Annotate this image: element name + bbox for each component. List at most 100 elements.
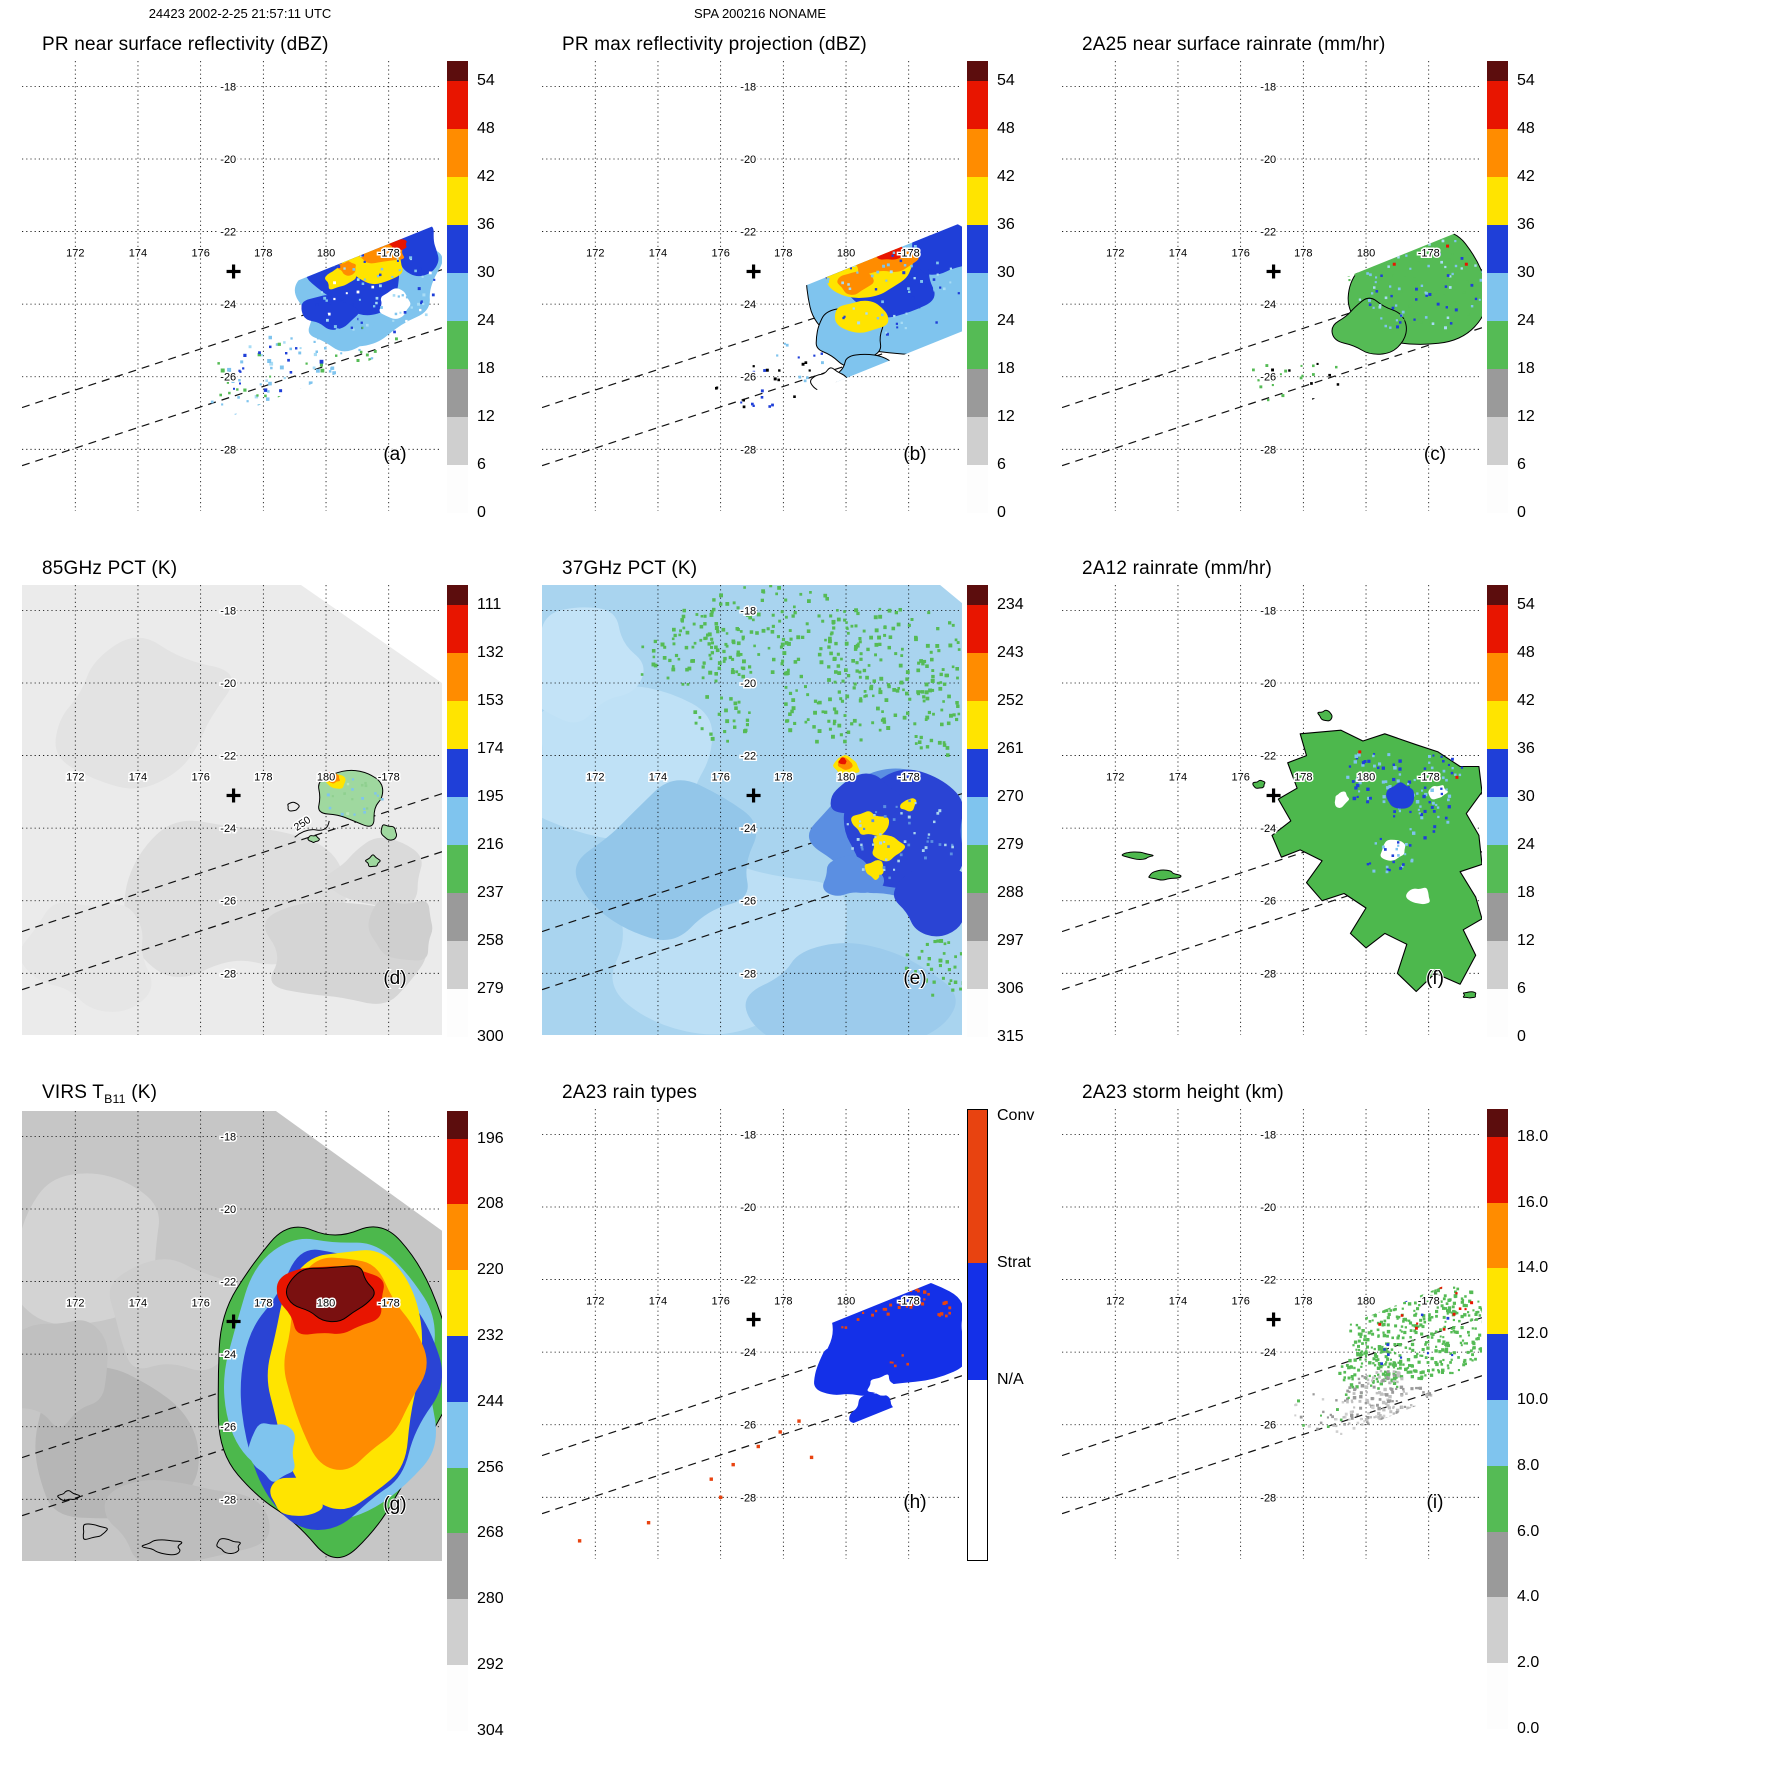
map-e: 172 174 176 178 180 -178 -18 -20 -22 -24 -26 -28 (e)	[542, 585, 962, 1035]
colorbar-tick-label: 297	[997, 932, 1024, 950]
lat-tick-label: -28	[220, 1494, 236, 1506]
colorbar-tick-label: 6	[477, 456, 486, 474]
colorbar-segment	[447, 701, 468, 750]
colorbar-segment	[1487, 1136, 1508, 1203]
colorbar-segment	[1487, 605, 1508, 654]
colorbar-g: 196 208 220 232 244 256 268 280 292 304	[447, 1110, 531, 1739]
colorbar-segment	[447, 369, 468, 418]
colorbar-tick-label: 315	[997, 1028, 1024, 1045]
colorbar-tick-label: 12.0	[1517, 1325, 1549, 1343]
colorbar-segment	[1487, 465, 1508, 514]
storm-id: SPA 200216 NONAME	[694, 6, 826, 21]
lon-tick-label: 174	[129, 771, 147, 783]
lon-tick-label: -178	[898, 771, 920, 783]
colorbar-segment	[1487, 369, 1508, 418]
lat-tick-label: -24	[220, 299, 236, 311]
panel-title: 2A23 rain types	[562, 1082, 698, 1103]
colorbar-segment	[447, 653, 468, 702]
colorbar-segment	[1487, 1109, 1508, 1137]
colorbar-segment	[1487, 417, 1508, 466]
axis-labels: 172 174 176 178 180 -178 -18 -20 -22 -24 -26 -28	[1105, 604, 1442, 982]
lon-tick-label: 176	[191, 771, 209, 783]
lat-tick-label: -22	[1260, 227, 1276, 239]
colorbar-segment	[1487, 893, 1508, 942]
lon-tick-label: 172	[66, 771, 84, 783]
lat-tick-label: -26	[220, 1422, 236, 1434]
colorbar-tick-label: 24	[997, 312, 1015, 330]
colorbar-segment	[1487, 941, 1508, 990]
colorbar-segment	[1487, 1597, 1508, 1664]
colorbar-segment	[967, 701, 988, 750]
lon-tick-label: 176	[1231, 1295, 1249, 1307]
colorbar-tick-label: 196	[477, 1129, 504, 1147]
colorbar-tick-label: 12	[477, 408, 495, 426]
colorbar-tick-label: Strat	[997, 1253, 1031, 1271]
panel-body: 172 174 176 178 180 -178 -18 -20 -22 -24 -26 -28 (b)…	[542, 61, 1050, 521]
lat-tick-label: -20	[740, 1202, 756, 1214]
colorbar-bar	[967, 61, 988, 514]
colorbar-segment	[447, 989, 468, 1038]
colorbar-bar	[1487, 61, 1508, 514]
lon-tick-label: 172	[586, 1295, 604, 1307]
lat-tick-label: -28	[220, 444, 236, 456]
colorbar-segment	[968, 1380, 987, 1560]
colorbar-segment	[968, 1110, 987, 1263]
storm-center-cross-icon	[746, 264, 761, 279]
colorbar-tick-label: 268	[477, 1524, 504, 1542]
lat-tick-label: -18	[740, 81, 756, 93]
axis-labels: 172 174 176 178 180 -178 -18 -20 -22 -24 -26 -28	[1105, 1128, 1442, 1506]
lat-tick-label: -26	[740, 372, 756, 384]
colorbar-segment	[447, 81, 468, 130]
graticule-grid	[542, 585, 962, 1035]
lon-tick-label: 174	[649, 247, 667, 259]
lon-tick-label: 172	[586, 771, 604, 783]
lat-tick-label: -20	[1260, 678, 1276, 690]
colorbar-segment	[1487, 585, 1508, 606]
colorbar-segment	[1487, 177, 1508, 226]
colorbar-tick-label: 24	[1517, 312, 1535, 330]
lat-tick-label: -26	[1260, 372, 1276, 384]
lon-tick-label: 172	[1106, 247, 1124, 259]
map-a: 172 174 176 178 180 -178 -18 -20 -22 -24 -26 -28 (a)	[22, 61, 442, 511]
colorbar-segment	[1487, 797, 1508, 846]
graticule-grid	[542, 1109, 962, 1559]
colorbar-tick-label: 18	[997, 360, 1015, 378]
colorbar-tick-label: 270	[997, 788, 1024, 806]
colorbar-segment	[1487, 1531, 1508, 1598]
lat-tick-label: -18	[740, 605, 756, 617]
colorbar-c: 54 48 42 36 30 24 18 12 6 0	[1487, 61, 1571, 521]
panel-letter: (a)	[383, 444, 406, 465]
colorbar-segment	[447, 1401, 468, 1468]
axis-labels: 172 174 176 178 180 -178 -18 -20 -22 -24 -26 -28	[585, 604, 922, 982]
lon-tick-label: 176	[711, 1295, 729, 1307]
colorbar-tick-label: 208	[477, 1195, 504, 1213]
colorbar-i: 18.0 16.0 14.0 12.0 10.0 8.0 6.0 4.0 2.0 0.0	[1487, 1109, 1571, 1737]
lat-tick-label: -20	[1260, 154, 1276, 166]
lon-tick-label: 180	[837, 1295, 855, 1307]
colorbar-tick-label: 258	[477, 932, 504, 950]
colorbar-tick-label: 30	[997, 264, 1015, 282]
lon-tick-label: 174	[1169, 771, 1187, 783]
lon-tick-label: 174	[1169, 1295, 1187, 1307]
colorbar-segment	[1487, 1334, 1508, 1401]
colorbar-segment	[967, 989, 988, 1038]
lat-tick-label: -22	[1260, 1275, 1276, 1287]
colorbar-tick-label: 252	[997, 692, 1024, 710]
lon-tick-label: 176	[1231, 771, 1249, 783]
lon-tick-label: 178	[774, 247, 792, 259]
lat-tick-label: -24	[740, 299, 756, 311]
colorbar-tick-label: 42	[1517, 692, 1535, 710]
map-f: 172 174 176 178 180 -178 -18 -20 -22 -24 -26 -28 (f)	[1062, 585, 1482, 1035]
storm-center-cross-icon	[746, 788, 761, 803]
colorbar-tick-label: 300	[477, 1028, 504, 1045]
data-layer	[1121, 709, 1482, 999]
colorbar-segment	[1487, 1268, 1508, 1335]
colorbar-tick-label: 48	[477, 120, 495, 138]
lon-tick-label: 174	[129, 1297, 147, 1309]
colorbar-tick-label: 36	[1517, 740, 1535, 758]
colorbar-tick-label: 14.0	[1517, 1259, 1549, 1277]
lon-tick-label: 176	[711, 771, 729, 783]
colorbar-segment	[1487, 81, 1508, 130]
colorbar-segment	[1487, 749, 1508, 798]
